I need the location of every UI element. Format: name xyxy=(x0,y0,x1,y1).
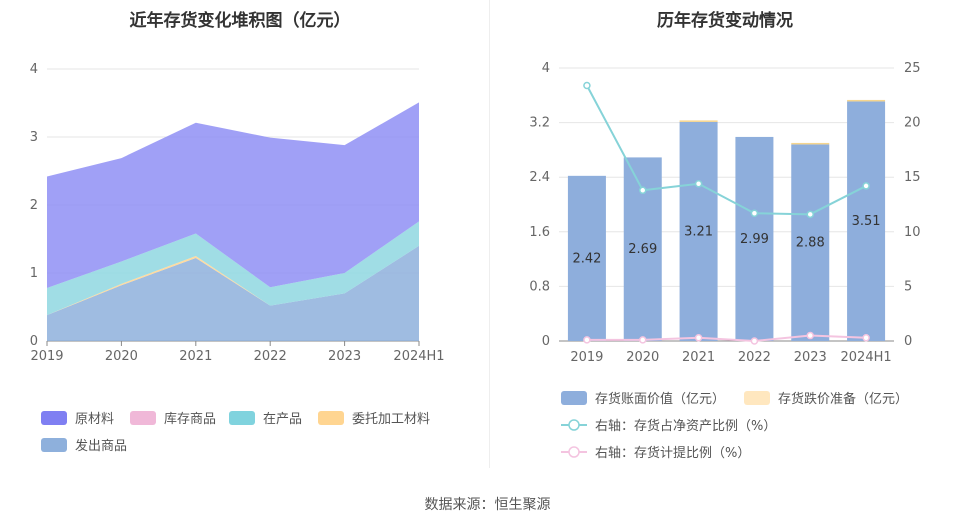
right-x-tick-label: 2023 xyxy=(794,350,827,365)
legend-label: 在产品 xyxy=(263,412,303,427)
right-x-tick-label: 2020 xyxy=(626,350,659,365)
legend-swatch xyxy=(318,410,344,425)
bar-impairment xyxy=(679,120,718,122)
left-x-tick-label: 2020 xyxy=(105,349,138,364)
left-y-tick-label: 2 xyxy=(30,198,38,213)
legend-label: 存货账面价值（亿元） xyxy=(595,392,726,407)
left-y-tick-label: 4 xyxy=(30,62,38,77)
bar-impairment xyxy=(791,142,830,145)
right-right-y-tick-label: 15 xyxy=(904,170,921,185)
area-原材料 xyxy=(47,102,419,288)
bar-data-label: 2.42 xyxy=(572,251,601,266)
line-point xyxy=(862,182,870,190)
right-x-tick-label: 2021 xyxy=(682,350,715,365)
right-bar-line-chart: 0 0.8 1.6 2.4 3.2 4 0 5 10 15 20 25 2.42 2.69 3.21 2.99… xyxy=(529,61,921,365)
legend-line-icon xyxy=(561,418,587,431)
bar-data-label: 2.69 xyxy=(628,242,657,257)
right-right-y-tick-label: 25 xyxy=(904,61,921,76)
legend-item[interactable]: 原材料 xyxy=(41,408,114,427)
legend-item[interactable]: 右轴：存货占净资产比例（%） xyxy=(561,415,776,434)
bar-book-value xyxy=(735,136,774,341)
legend-label: 原材料 xyxy=(75,412,115,427)
right-left-y-tick-label: 4 xyxy=(542,61,550,76)
legend-label: 存货跌价准备（亿元） xyxy=(778,392,909,407)
bar-data-label: 3.51 xyxy=(852,214,881,229)
bar-book-value xyxy=(791,144,830,341)
legend-swatch xyxy=(561,390,587,405)
line-point xyxy=(806,210,814,219)
line-point xyxy=(862,333,870,342)
line-右轴：存货计提比例（%） xyxy=(586,334,867,343)
legend-item[interactable]: 库存商品 xyxy=(130,408,216,427)
legend-label: 委托加工材料 xyxy=(352,412,431,427)
left-chart-title: 近年存货变化堆积图（亿元） xyxy=(129,11,351,31)
left-x-tick-label: 2019 xyxy=(30,349,63,364)
right-left-y-tick-label: 1.6 xyxy=(529,225,550,240)
legend-label: 右轴：存货计提比例（%） xyxy=(595,446,751,461)
legend-label: 库存商品 xyxy=(164,412,217,427)
legend-label: 右轴：存货占净资产比例（%） xyxy=(595,419,777,434)
right-x-tick-label: 2024H1 xyxy=(841,350,892,365)
left-y-tick-label: 3 xyxy=(30,130,38,145)
left-x-tick-label: 2021 xyxy=(179,349,212,364)
line-point xyxy=(750,337,759,345)
legend-swatch xyxy=(130,410,156,425)
left-x-tick-label: 2023 xyxy=(328,349,361,364)
legend-swatch xyxy=(41,437,67,452)
left-x-tick-label: 2024H1 xyxy=(393,349,444,364)
line-point xyxy=(639,336,647,344)
legend-item[interactable]: 发出商品 xyxy=(41,435,127,454)
line-point xyxy=(750,209,759,217)
right-right-y-tick-label: 20 xyxy=(904,116,921,131)
legend-swatch xyxy=(41,410,67,425)
legend-label: 发出商品 xyxy=(75,439,128,454)
bar-data-label: 2.88 xyxy=(796,236,825,251)
right-x-tick-label: 2019 xyxy=(570,350,603,365)
left-y-tick-label: 0 xyxy=(30,334,38,349)
line-右轴：存货占净资产比例（%） xyxy=(586,85,867,216)
legend-swatch xyxy=(744,390,770,405)
right-x-tick-label: 2022 xyxy=(738,350,771,365)
legend-item[interactable]: 右轴：存货计提比例（%） xyxy=(561,442,750,461)
right-chart-title: 历年存货变动情况 xyxy=(657,11,793,31)
left-stacked-area-chart: 0 1 2 3 4 2019 2020 2021 2022 2023 2024H1 xyxy=(30,62,445,364)
area-发出商品 xyxy=(47,245,419,341)
right-right-y-tick-label: 10 xyxy=(904,225,921,240)
right-left-y-tick-label: 3.2 xyxy=(529,116,550,131)
left-x-tick-label: 2022 xyxy=(254,349,287,364)
legend-item[interactable]: 存货跌价准备（亿元） xyxy=(744,388,908,407)
bar-book-value xyxy=(847,101,886,341)
line-point xyxy=(583,336,591,344)
left-y-tick-label: 1 xyxy=(30,266,38,281)
legend-item[interactable]: 在产品 xyxy=(229,408,302,427)
line-point xyxy=(583,81,591,90)
data-source: 数据来源：恒生聚源 xyxy=(424,497,551,513)
bar-book-value xyxy=(679,121,718,341)
line-point xyxy=(694,333,703,342)
legend-item[interactable]: 委托加工材料 xyxy=(318,408,430,427)
right-left-y-tick-label: 2.4 xyxy=(529,170,550,185)
right-right-y-tick-label: 5 xyxy=(904,279,912,294)
bar-data-label: 3.21 xyxy=(684,224,713,239)
right-left-y-tick-label: 0.8 xyxy=(529,279,550,294)
legend-item[interactable]: 存货账面价值（亿元） xyxy=(561,388,725,407)
legend-swatch xyxy=(229,410,255,425)
line-point xyxy=(639,186,647,195)
bar-book-value xyxy=(567,175,606,341)
chart-divider xyxy=(489,0,490,468)
area-在产品 xyxy=(47,221,419,316)
bar-data-label: 2.99 xyxy=(740,232,769,247)
right-left-y-tick-label: 0 xyxy=(542,334,550,349)
bar-impairment xyxy=(847,99,886,102)
right-right-y-tick-label: 0 xyxy=(904,334,912,349)
line-point xyxy=(694,180,703,188)
line-point xyxy=(806,331,814,340)
legend-line-icon xyxy=(561,445,587,458)
